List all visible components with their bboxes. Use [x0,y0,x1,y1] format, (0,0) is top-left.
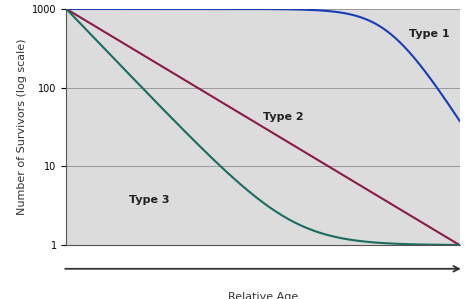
Y-axis label: Number of Survivors (log scale): Number of Survivors (log scale) [17,39,27,215]
Text: Type 3: Type 3 [129,195,170,205]
Text: Type 1: Type 1 [409,29,449,39]
Text: Type 2: Type 2 [263,112,304,122]
Text: Relative Age: Relative Age [228,292,298,299]
